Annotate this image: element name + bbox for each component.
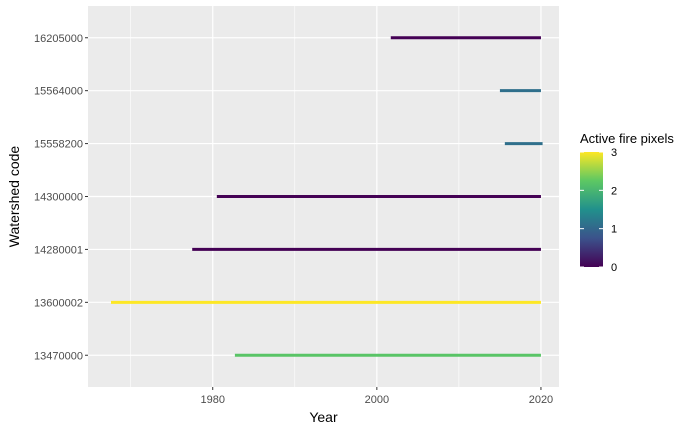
legend-colorbar [580, 152, 603, 267]
y-tick-label: 14280001 [34, 244, 83, 256]
x-tick-label: 1980 [200, 394, 224, 406]
x-axis: 1980 2000 2020 [200, 387, 553, 406]
legend-tick-label: 3 [611, 147, 617, 159]
y-tick-label: 16205000 [34, 33, 83, 45]
y-tick-label: 15564000 [34, 86, 83, 98]
y-tick-label: 15558200 [34, 139, 83, 151]
y-tick-label: 14300000 [34, 192, 83, 204]
y-axis: 13470000 13600002 14280001 14300000 15558200… [34, 33, 88, 362]
data-segments [110, 36, 543, 357]
legend-ticks: 0 1 2 3 [580, 147, 617, 274]
y-tick-label: 13470000 [34, 350, 83, 362]
legend-tick-label: 1 [611, 224, 617, 236]
legend-tick-label: 2 [611, 185, 617, 197]
legend-title: Active fire pixels [580, 131, 674, 146]
x-axis-title: Year [309, 409, 338, 425]
y-tick-label: 13600002 [34, 297, 83, 309]
x-tick-label: 2000 [365, 394, 389, 406]
x-tick-label: 2020 [529, 394, 553, 406]
color-legend: Active fire pixels 0 1 2 3 [580, 131, 674, 274]
legend-tick-label: 0 [611, 262, 617, 274]
y-axis-title: Watershed code [6, 146, 22, 248]
